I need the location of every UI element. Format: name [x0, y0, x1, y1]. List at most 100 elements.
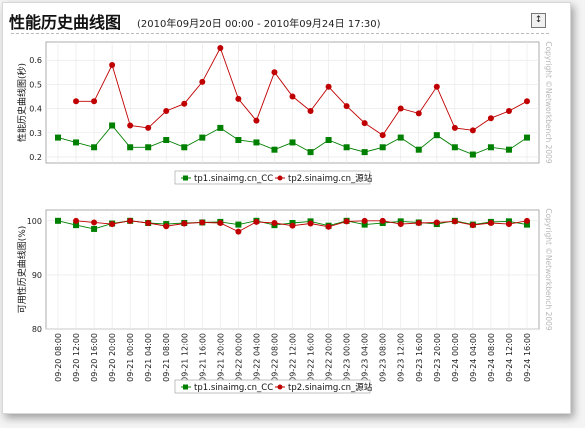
data-point-circle [217, 219, 224, 226]
x-tick-label: 09-21 00:00 [126, 333, 135, 382]
data-point-circle [505, 221, 512, 228]
page-title-text: 性能历史曲线图 [9, 13, 122, 32]
data-point-circle [469, 127, 476, 134]
legend-label-tp1: tp1.sinaimg.cn_CC [194, 383, 273, 393]
data-point-circle [73, 217, 80, 224]
data-point-circle [397, 105, 404, 112]
data-point-circle [379, 132, 386, 139]
data-point-circle [433, 219, 440, 226]
data-point-square [235, 221, 242, 228]
legend-box [174, 170, 371, 185]
data-point-circle [253, 117, 260, 124]
data-point-circle [271, 69, 278, 76]
x-tick-label: 09-21 12:00 [180, 333, 189, 382]
legend-marker-tp2 [277, 175, 283, 181]
data-point-circle [271, 219, 278, 226]
copyright-watermark: Copyright ©Networkbench 2009 [544, 208, 553, 331]
x-tick-label: 09-23 16:00 [415, 333, 424, 382]
data-point-circle [415, 110, 422, 117]
data-point-square [524, 221, 530, 228]
data-point-circle [361, 217, 368, 224]
data-point-square [379, 144, 386, 151]
data-point-circle [397, 221, 404, 228]
data-point-square [289, 139, 296, 146]
y-tick-label: 80 [32, 325, 42, 334]
data-point-circle [163, 223, 170, 230]
x-tick-label: 09-23 00:00 [343, 333, 352, 382]
data-point-circle [451, 218, 458, 225]
data-point-square [415, 146, 422, 153]
title-divider [11, 33, 549, 34]
x-tick-label: 09-20 20:00 [108, 333, 117, 382]
collapse-icon[interactable]: ↕ [531, 13, 546, 28]
x-tick-label: 09-21 20:00 [216, 333, 225, 382]
data-point-circle [91, 98, 98, 105]
data-point-circle [487, 115, 494, 122]
date-range: (2010年09月20日 00:00 - 2010年09月24日 17:30) [137, 19, 381, 30]
data-point-circle [73, 98, 80, 105]
data-point-circle [343, 103, 350, 110]
legend-box [174, 379, 371, 394]
data-point-square [253, 139, 260, 146]
data-point-square [361, 221, 368, 228]
data-point-square [199, 134, 206, 141]
data-point-square [487, 144, 494, 151]
x-tick-label: 09-23 04:00 [361, 333, 370, 382]
x-tick-label: 09-22 04:00 [252, 333, 261, 382]
data-point-square [91, 144, 98, 151]
data-point-square [343, 144, 350, 151]
data-point-square [524, 134, 530, 141]
x-tick-label: 09-23 12:00 [397, 333, 406, 382]
x-tick-label: 09-22 12:00 [289, 333, 298, 382]
data-point-square [361, 149, 368, 156]
data-point-square [235, 137, 242, 144]
availability-chart: 100 90 80 可用性历史曲线图(%) Copyright ©Networkbenc… [16, 208, 553, 394]
data-point-square [163, 137, 170, 144]
data-point-circle [253, 218, 260, 225]
x-tick-label: 09-22 08:00 [270, 333, 279, 382]
data-point-square [181, 144, 188, 151]
x-tick-label: 09-22 20:00 [325, 333, 334, 382]
legend-marker-tp1 [183, 384, 188, 390]
x-tick-label: 09-22 00:00 [234, 333, 243, 382]
data-point-circle [145, 124, 152, 131]
data-point-circle [181, 220, 188, 227]
copyright-watermark: Copyright ©Networkbench 2009 [544, 41, 553, 164]
performance-chart: 0.6 0.5 0.4 0.3 0.2 性能历史曲线图(秒) Copyright ©Netw… [16, 41, 553, 185]
data-point-circle [199, 78, 206, 85]
data-point-circle [289, 222, 296, 229]
data-point-square [55, 134, 61, 141]
data-point-square [397, 134, 404, 141]
legend-marker-tp2 [277, 384, 283, 390]
data-point-square [73, 139, 80, 146]
data-point-square [451, 144, 458, 151]
legend-label-tp2: tp2.sinaimg.cn_源站 [288, 173, 373, 184]
y-tick-label: 0.2 [29, 153, 42, 162]
y-tick-label: 100 [27, 217, 42, 226]
data-point-square [271, 146, 278, 153]
data-point-circle [235, 95, 242, 102]
y-tick-label: 0.6 [29, 56, 42, 65]
data-point-square [55, 217, 61, 224]
page-title: 性能历史曲线图 [9, 9, 121, 33]
data-point-circle [217, 45, 224, 52]
data-point-circle [145, 219, 152, 226]
series-line [75, 220, 528, 233]
x-tick-label: 09-24 16:00 [523, 333, 532, 382]
x-tick-label: 09-24 00:00 [451, 333, 460, 382]
data-point-circle [307, 220, 314, 227]
data-point-circle [109, 61, 116, 68]
data-point-circle [307, 107, 314, 114]
x-tick-label: 09-20 08:00 [54, 333, 63, 382]
data-point-circle [361, 120, 368, 127]
data-point-square [469, 151, 476, 158]
data-point-circle [415, 219, 422, 226]
legend-label-tp2: tp2.sinaimg.cn_源站 [288, 382, 373, 393]
data-point-square [73, 222, 80, 229]
data-point-square [145, 144, 152, 151]
data-point-circle [199, 219, 206, 226]
series-line [76, 46, 528, 136]
data-point-circle [524, 98, 530, 105]
data-point-square [91, 225, 98, 232]
